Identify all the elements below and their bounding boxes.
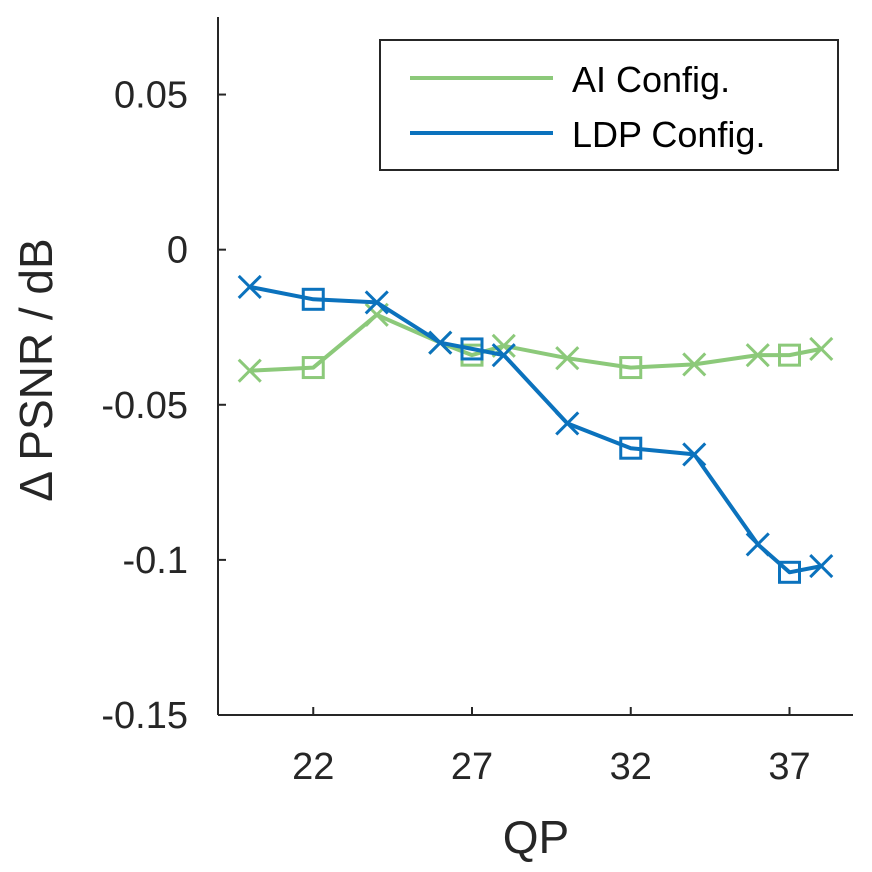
- x-tick-label: 27: [451, 746, 493, 788]
- data-point-ldp-square: [619, 436, 643, 460]
- y-tick-label: 0.05: [114, 75, 188, 117]
- data-point-ai-cross: [809, 336, 834, 361]
- data-point-ai-cross: [682, 352, 707, 377]
- data-point-ai-cross: [745, 343, 770, 368]
- x-tick-label: 37: [768, 746, 810, 788]
- data-point-ldp-cross: [491, 343, 516, 368]
- data-point-ldp-cross: [682, 442, 707, 467]
- legend-label-ldp: LDP Config.: [572, 114, 765, 155]
- y-tick-label: -0.05: [101, 385, 188, 427]
- data-point-ai-square: [301, 356, 325, 380]
- data-point-ldp-square: [778, 560, 801, 584]
- data-point-ai-cross: [237, 358, 262, 383]
- data-point-ldp-cross: [237, 274, 262, 299]
- data-point-ai-square: [778, 343, 801, 367]
- legend: AI Config. LDP Config.: [379, 39, 839, 171]
- y-tick-label: -0.1: [123, 540, 188, 582]
- series: [237, 274, 834, 584]
- series-line-ldp: [249, 284, 822, 575]
- data-point-ldp-cross: [364, 290, 389, 315]
- x-axis-label: QP: [503, 811, 569, 863]
- legend-box: [379, 39, 839, 171]
- legend-label-ai: AI Config.: [572, 59, 730, 100]
- x-tick-label: 22: [292, 746, 334, 788]
- data-point-ldp-cross: [428, 330, 453, 355]
- data-point-ldp-cross: [745, 532, 770, 557]
- series-line-ai: [249, 312, 822, 373]
- data-point-ai-square: [619, 356, 643, 380]
- y-tick-label: -0.15: [101, 695, 188, 737]
- y-tick-label: 0: [167, 230, 188, 272]
- ticks: 0.05 0 -0.05 -0.1 -0.15 22 27 32 37: [101, 75, 810, 788]
- data-point-ldp-cross: [809, 554, 834, 579]
- data-point-ldp-square: [301, 287, 325, 311]
- y-axis-label: Δ PSNR / dB: [10, 238, 62, 501]
- x-tick-label: 32: [610, 746, 652, 788]
- data-point-ldp-square: [460, 337, 484, 361]
- data-point-ai-cross: [555, 346, 580, 371]
- data-point-ldp-cross: [555, 411, 580, 436]
